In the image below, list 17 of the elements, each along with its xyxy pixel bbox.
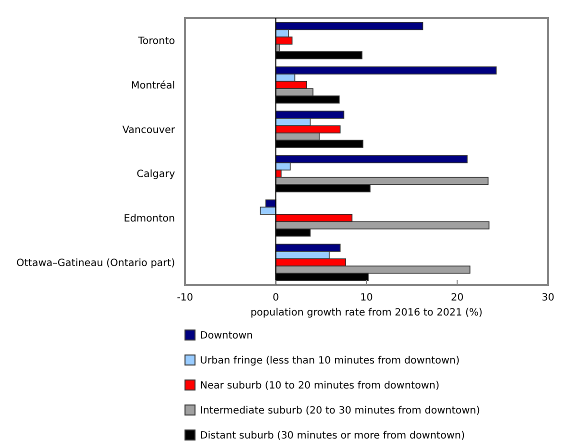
y-tick-label: Montréal [131,80,175,92]
x-tick-label: 20 [450,292,464,304]
legend-label: Urban fringe (less than 10 minutes from downtown) [200,356,460,366]
y-tick-label: Toronto [137,36,175,48]
y-tick-label: Calgary [136,169,176,180]
x-tick-label: 30 [542,292,554,304]
x-tick-label: -10 [176,292,194,304]
x-axis-title: population growth rate from 2016 to 2021 (%) [250,308,483,318]
legend-label: Distant suburb (30 minutes or more from downtown) [200,430,465,442]
x-tick-label: 10 [360,292,373,304]
legend-label: Intermediate suburb (20 to 30 minutes from downtown) [200,406,480,416]
x-tick-label: 0 [272,292,279,304]
y-tick-label: Vancouver [122,124,176,136]
legend-label: Downtown [200,330,253,342]
legend-label: Near suburb (10 to 20 minutes from downtown) [200,380,440,392]
y-tick-label: Ottawa–Gatineau (Ontario part) [16,258,176,269]
y-tick-label: Edmonton [124,214,175,225]
